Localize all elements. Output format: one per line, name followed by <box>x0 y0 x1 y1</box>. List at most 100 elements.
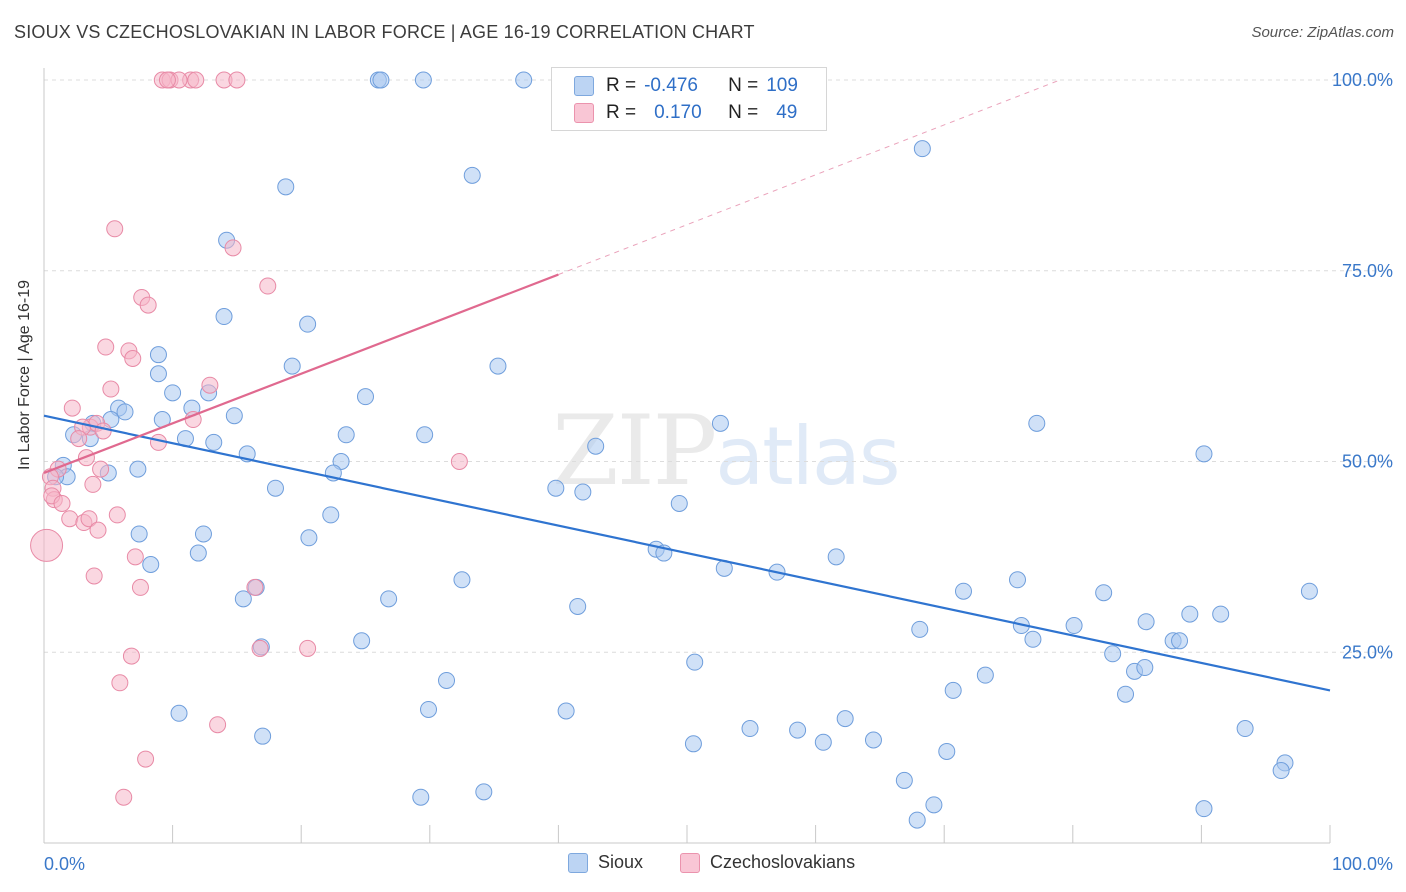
sioux-point-47 <box>322 506 340 524</box>
czech-point-27 <box>450 453 468 470</box>
stats-sioux-r-value: -0.476 <box>644 75 698 96</box>
czech-point-48 <box>122 647 140 665</box>
czech-point-51 <box>137 750 155 768</box>
sioux-point-28 <box>337 426 355 444</box>
sioux-point-67 <box>1212 605 1230 623</box>
stats-sioux-n-label: N = <box>728 75 759 96</box>
sioux-point-5 <box>913 140 931 158</box>
sioux-point-93 <box>254 727 272 745</box>
czech-point-35 <box>53 494 71 512</box>
sioux-point-45 <box>574 483 592 501</box>
sioux-point-3 <box>515 71 533 89</box>
sioux-point-66 <box>1181 605 1199 623</box>
czech-point-9 <box>224 239 242 257</box>
czech-point-39 <box>108 506 126 524</box>
sioux-point-1 <box>372 71 390 89</box>
legend-item-sioux[interactable]: Sioux <box>568 852 643 873</box>
sioux-point-29 <box>416 426 434 444</box>
sioux-point-54 <box>142 556 160 574</box>
sioux-point-58 <box>453 571 471 589</box>
legend-item-czech[interactable]: Czechoslovakians <box>680 852 855 873</box>
czech-point-46 <box>251 639 269 657</box>
sioux-point-80 <box>1136 659 1154 677</box>
sioux-point-82 <box>438 671 456 689</box>
y-tick-label-3: 100.0% <box>1332 70 1393 90</box>
czech-point-23 <box>94 422 112 440</box>
czech-point-52 <box>115 788 133 806</box>
czech-point-41 <box>30 528 64 562</box>
czech-point-44 <box>131 578 149 596</box>
sioux-point-83 <box>944 681 962 699</box>
sioux-point-55 <box>827 548 845 566</box>
stats-czech-r-label: R = <box>606 102 637 123</box>
sioux-point-77 <box>1104 645 1122 663</box>
sioux-point-91 <box>1236 720 1254 738</box>
czech-point-47 <box>299 639 317 657</box>
sioux-point-37 <box>129 460 147 478</box>
sioux-point-63 <box>234 590 252 608</box>
czech-point-16 <box>201 376 219 394</box>
trend-line-sioux <box>43 414 1331 692</box>
sioux-point-49 <box>194 525 212 543</box>
sioux-point-61 <box>954 582 972 600</box>
sioux-point-25 <box>711 414 729 432</box>
czech-point-17 <box>102 380 120 398</box>
sioux-point-64 <box>380 590 398 608</box>
stats-row-sioux: R = -0.476 N = 109 <box>574 73 798 99</box>
czech-point-12 <box>139 296 157 314</box>
czech-point-38 <box>80 510 98 528</box>
czech-point-13 <box>97 338 115 356</box>
sioux-point-96 <box>938 742 956 760</box>
sioux-point-62 <box>1095 584 1113 602</box>
sioux-point-70 <box>1065 617 1083 635</box>
sioux-point-6 <box>463 166 481 184</box>
czech-point-8 <box>106 220 124 238</box>
sioux-point-84 <box>1117 685 1135 703</box>
stats-sioux-n-value: 109 <box>766 75 798 96</box>
sioux-point-59 <box>1009 571 1027 589</box>
sioux-point-89 <box>741 720 759 738</box>
sioux-point-12 <box>283 357 301 375</box>
sioux-point-50 <box>300 529 318 547</box>
sioux-point-20 <box>225 407 243 425</box>
sioux-point-100 <box>475 783 493 801</box>
sioux-point-103 <box>1195 800 1213 818</box>
czech-point-5 <box>158 71 176 89</box>
czech-point-10 <box>259 277 277 295</box>
sioux-point-78 <box>686 653 704 671</box>
x-tick-label-1: 100.0% <box>1332 854 1393 874</box>
czech-point-43 <box>85 567 103 585</box>
sioux-point-105 <box>1300 582 1318 600</box>
sioux-point-95 <box>864 731 882 749</box>
sioux-point-13 <box>489 357 507 375</box>
czech-point-36 <box>61 510 79 528</box>
sioux-point-101 <box>412 788 430 806</box>
sioux-point-15 <box>164 384 182 402</box>
czech-point-42 <box>126 548 144 566</box>
sioux-point-7 <box>277 178 295 196</box>
stats-sioux-r-label: R = <box>606 75 637 96</box>
stats-swatch-sioux <box>574 76 594 96</box>
legend-swatch-czech <box>680 852 700 873</box>
legend-label-czech: Czechoslovakians <box>710 852 856 872</box>
czech-point-15 <box>124 349 142 367</box>
sioux-point-10 <box>299 315 317 333</box>
sioux-point-90 <box>789 721 807 739</box>
czech-point-40 <box>89 521 107 539</box>
czech-point-50 <box>209 716 227 734</box>
stats-czech-n-label: N = <box>728 102 759 123</box>
sioux-point-11 <box>149 346 167 364</box>
y-tick-label-1: 50.0% <box>1342 452 1393 472</box>
sioux-point-9 <box>215 308 233 326</box>
sioux-point-87 <box>170 704 188 722</box>
sioux-point-88 <box>836 710 854 728</box>
sioux-point-99 <box>895 771 913 789</box>
legend-swatch-sioux <box>568 852 588 873</box>
sioux-point-35 <box>1195 445 1213 463</box>
legend: Sioux Czechoslovakians <box>0 852 1406 876</box>
czech-point-29 <box>92 460 110 478</box>
sioux-point-32 <box>205 433 223 451</box>
czech-point-7 <box>228 71 246 89</box>
stats-swatch-czech <box>574 103 594 123</box>
